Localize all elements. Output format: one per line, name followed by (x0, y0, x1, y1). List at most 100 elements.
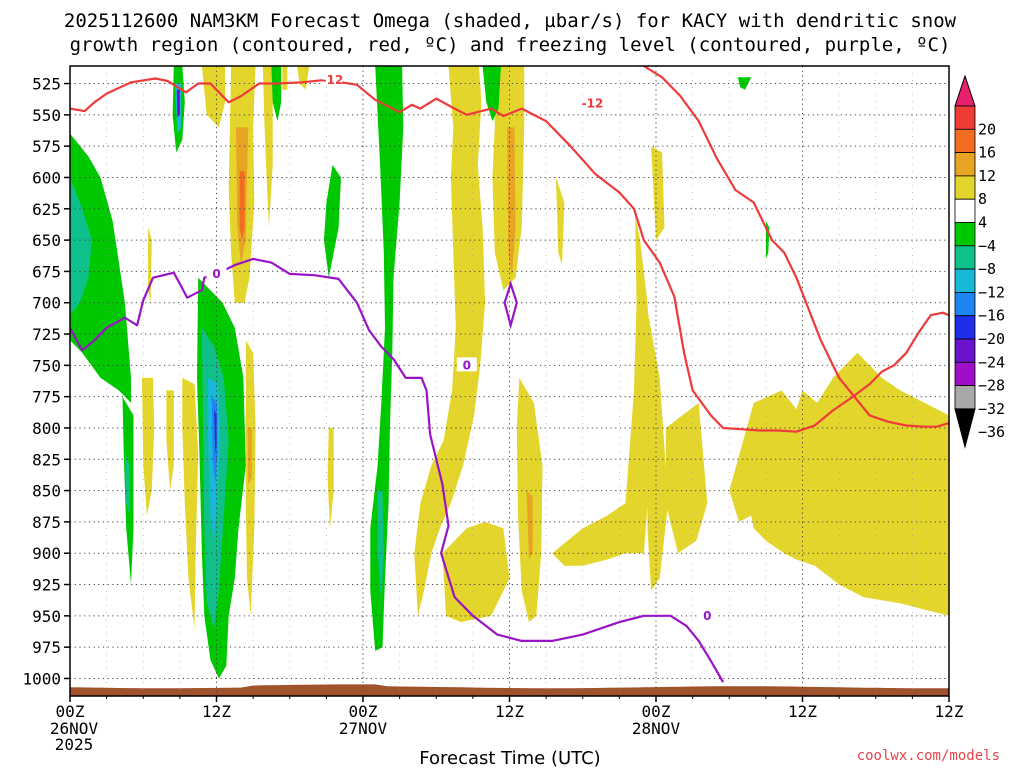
colorbar-cell-13 (954, 385, 976, 410)
ascent-region-24 (651, 146, 665, 241)
y-tick-label-650: 650 (32, 231, 61, 250)
contour-label-zero-a: 0 (206, 265, 227, 281)
ascent-region-21 (646, 302, 669, 591)
colorbar-cell-9 (954, 291, 976, 317)
ascent-region-9 (142, 377, 155, 516)
svg-text:0: 0 (703, 609, 711, 623)
colorbar-label-11: −28 (978, 377, 1005, 395)
y-tick-label-750: 750 (32, 356, 61, 375)
y-tick-label-800: 800 (32, 419, 61, 438)
colorbar-top-arrow (954, 74, 976, 107)
colorbar-cell-1 (954, 105, 976, 130)
y-tick-label-700: 700 (32, 294, 61, 313)
omega-region-15 (377, 490, 384, 604)
y-tick-label-550: 550 (32, 106, 61, 125)
omega-shading (70, 66, 949, 696)
ascent-region-19 (526, 490, 533, 560)
colorbar-label-3: 8 (978, 190, 987, 208)
ascent-region-14 (414, 66, 486, 616)
chart-title: 2025112600 NAM3KM Forecast Omega (shaded… (64, 10, 957, 56)
y-tick-label-1000: 1000 (22, 669, 61, 688)
contour-label-zero-b: 0 (456, 357, 477, 372)
omega-region-0 (70, 133, 131, 403)
ascent-region-25 (729, 352, 949, 616)
contour-label-minus12-a: -12 (322, 71, 344, 87)
title-line-1: 2025112600 NAM3KM Forecast Omega (shaded… (64, 10, 957, 32)
y-tick-label-900: 900 (32, 544, 61, 563)
ascent-region-20 (552, 215, 652, 566)
colorbar-cell-6 (954, 222, 976, 247)
x-tick-label-2: 00Z (349, 702, 378, 721)
colorbar-legend: 20 16 12 8 4 −4 −8 −12 −16 −20 −24 −28 −32 −36 (954, 74, 1005, 449)
dendritic-contour-minus12 (70, 77, 949, 433)
colorbar-label-9: −20 (978, 330, 1005, 348)
x-tick-label-3: 12Z (495, 702, 524, 721)
colorbar-label-5: −4 (978, 237, 996, 255)
colorbar-label-4: 4 (978, 214, 987, 232)
colorbar-label-12: −32 (978, 400, 1005, 418)
colorbar-cell-7 (954, 245, 976, 270)
omega-region-17 (737, 77, 752, 90)
colorbar-cell-2 (954, 128, 976, 154)
ascent-region-17 (442, 521, 510, 623)
freezing-level-contour (70, 257, 725, 683)
ascent-region-12 (148, 227, 152, 303)
ascent-region-8 (182, 377, 199, 629)
ascent-region-10 (166, 390, 174, 491)
title-line-2: growth region (contoured, red, ºC) and f… (70, 34, 951, 56)
colorbar-label-0: 20 (978, 120, 996, 138)
x-axis-label: Forecast Time (UTC) (419, 748, 600, 768)
omega-region-12 (271, 66, 282, 122)
y-tick-label-825: 825 (32, 450, 61, 469)
contour-labels: -12 -12 0 0 0 (206, 71, 718, 623)
ascent-region-23 (555, 177, 565, 266)
contour-label-zero-c: 0 (697, 607, 718, 623)
colorbar-cell-11 (954, 338, 976, 363)
colorbar-label-10: −24 (978, 353, 1005, 371)
y-tick-label-775: 775 (32, 388, 61, 407)
x-tick-label-6: 12Z (935, 702, 964, 721)
colorbar-label-8: −16 (978, 307, 1005, 325)
colorbar-cell-3 (954, 152, 976, 177)
y-tick-label-950: 950 (32, 607, 61, 626)
x-tick-label-4: 00Z (642, 702, 671, 721)
ascent-region-13 (282, 66, 288, 90)
ascent-region-2 (239, 171, 245, 241)
y-tick-label-725: 725 (32, 325, 61, 344)
colorbar-label-1: 16 (978, 144, 996, 162)
omega-region-16 (482, 66, 501, 122)
contour-label-minus12-b: -12 (582, 95, 604, 111)
ascent-region-26 (826, 528, 849, 560)
ascent-region-4 (262, 66, 273, 228)
omega-region-11 (214, 409, 217, 453)
y-tick-label-925: 925 (32, 576, 61, 595)
ascent-region-7 (247, 428, 252, 485)
x-tick-sub-0-1: 2025 (55, 735, 94, 754)
colorbar-cell-12 (954, 361, 976, 386)
colorbar-label-7: −12 (978, 283, 1005, 301)
svg-text:0: 0 (463, 358, 471, 372)
omega-region-14 (370, 66, 404, 651)
svg-text:-12: -12 (322, 73, 344, 87)
x-tick-sub-4-0: 28NOV (632, 719, 681, 738)
svg-text:0: 0 (212, 267, 220, 281)
colorbar-cell-5 (954, 198, 976, 223)
omega-region-3 (124, 453, 130, 516)
y-tick-label-675: 675 (32, 262, 61, 281)
colorbar-label-6: −8 (978, 260, 996, 278)
y-axis-ticks: 525 550 575 600 625 650 675 700 725 750 775 800 825 8… (22, 75, 70, 688)
grid-lines (70, 66, 949, 696)
y-tick-label-875: 875 (32, 513, 61, 532)
omega-region-1 (70, 177, 92, 316)
dendritic-contour-upper (643, 66, 949, 428)
x-tick-label-1: 12Z (202, 702, 231, 721)
svg-text:-12: -12 (582, 97, 604, 111)
omega-region-6 (176, 89, 180, 118)
y-tick-label-600: 600 (32, 168, 61, 187)
ascent-region-11 (327, 428, 334, 529)
terrain-strip (70, 684, 949, 696)
colorbar-cell-8 (954, 268, 976, 293)
x-tick-sub-0-0: 26NOV (50, 719, 99, 738)
